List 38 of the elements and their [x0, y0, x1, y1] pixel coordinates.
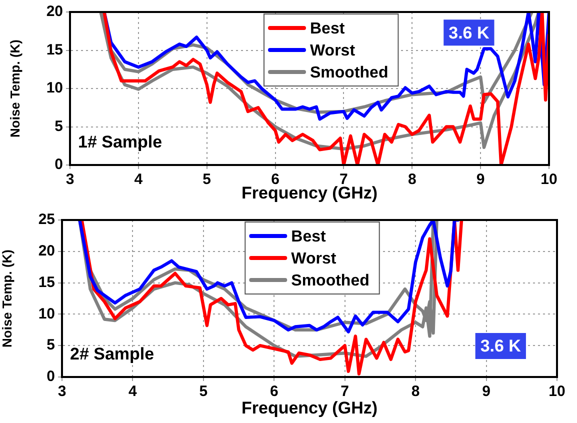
legend-label: Smoothed	[310, 64, 388, 82]
x-axis-title: Frequency (GHz)	[241, 398, 378, 418]
x-tick-label: 9	[482, 383, 490, 400]
legend-label: Best	[310, 20, 346, 38]
x-tick-label: 8	[411, 383, 420, 400]
x-tick-label: 3	[66, 171, 74, 188]
y-tick-label: 20	[38, 242, 55, 260]
legend-label: Smoothed	[291, 272, 370, 290]
x-tick-label: 9	[476, 171, 485, 188]
x-tick-label: 5	[199, 383, 208, 400]
x-tick-label: 4	[134, 171, 144, 188]
legend-label: Best	[291, 228, 326, 246]
legend-label: Worst	[310, 42, 356, 60]
y-tick-label: 5	[46, 336, 55, 354]
annotation: 3.6 K	[448, 23, 490, 42]
x-tick-label: 6	[270, 383, 278, 400]
y-tick-label: 15	[46, 41, 63, 58]
y-tick-label: 0	[46, 368, 55, 386]
y-axis-title: Noise Temp. (K)	[0, 250, 14, 348]
x-tick-label: 8	[408, 171, 416, 188]
x-tick-label: 10	[540, 171, 558, 188]
y-tick-label: 25	[38, 211, 55, 228]
annotation: 3.6 K	[480, 336, 522, 356]
x-tick-label: 3	[58, 383, 66, 400]
x-tick-label: 5	[202, 171, 212, 188]
x-tick-label: 7	[340, 383, 350, 400]
y-tick-label: 10	[38, 305, 55, 322]
y-axis-title: Noise Temp. (K)	[7, 40, 22, 138]
x-tick-label: 10	[548, 383, 566, 400]
x-tick-label: 4	[128, 383, 138, 400]
y-tick-label: 20	[46, 3, 63, 20]
y-tick-label: 15	[38, 274, 55, 291]
annotation: 1# Sample	[78, 132, 162, 152]
y-tick-label: 0	[54, 156, 63, 174]
y-tick-label: 5	[54, 118, 63, 135]
annotation: 2# Sample	[70, 344, 154, 364]
y-tick-label: 10	[46, 80, 63, 97]
legend-label: Worst	[291, 250, 337, 268]
